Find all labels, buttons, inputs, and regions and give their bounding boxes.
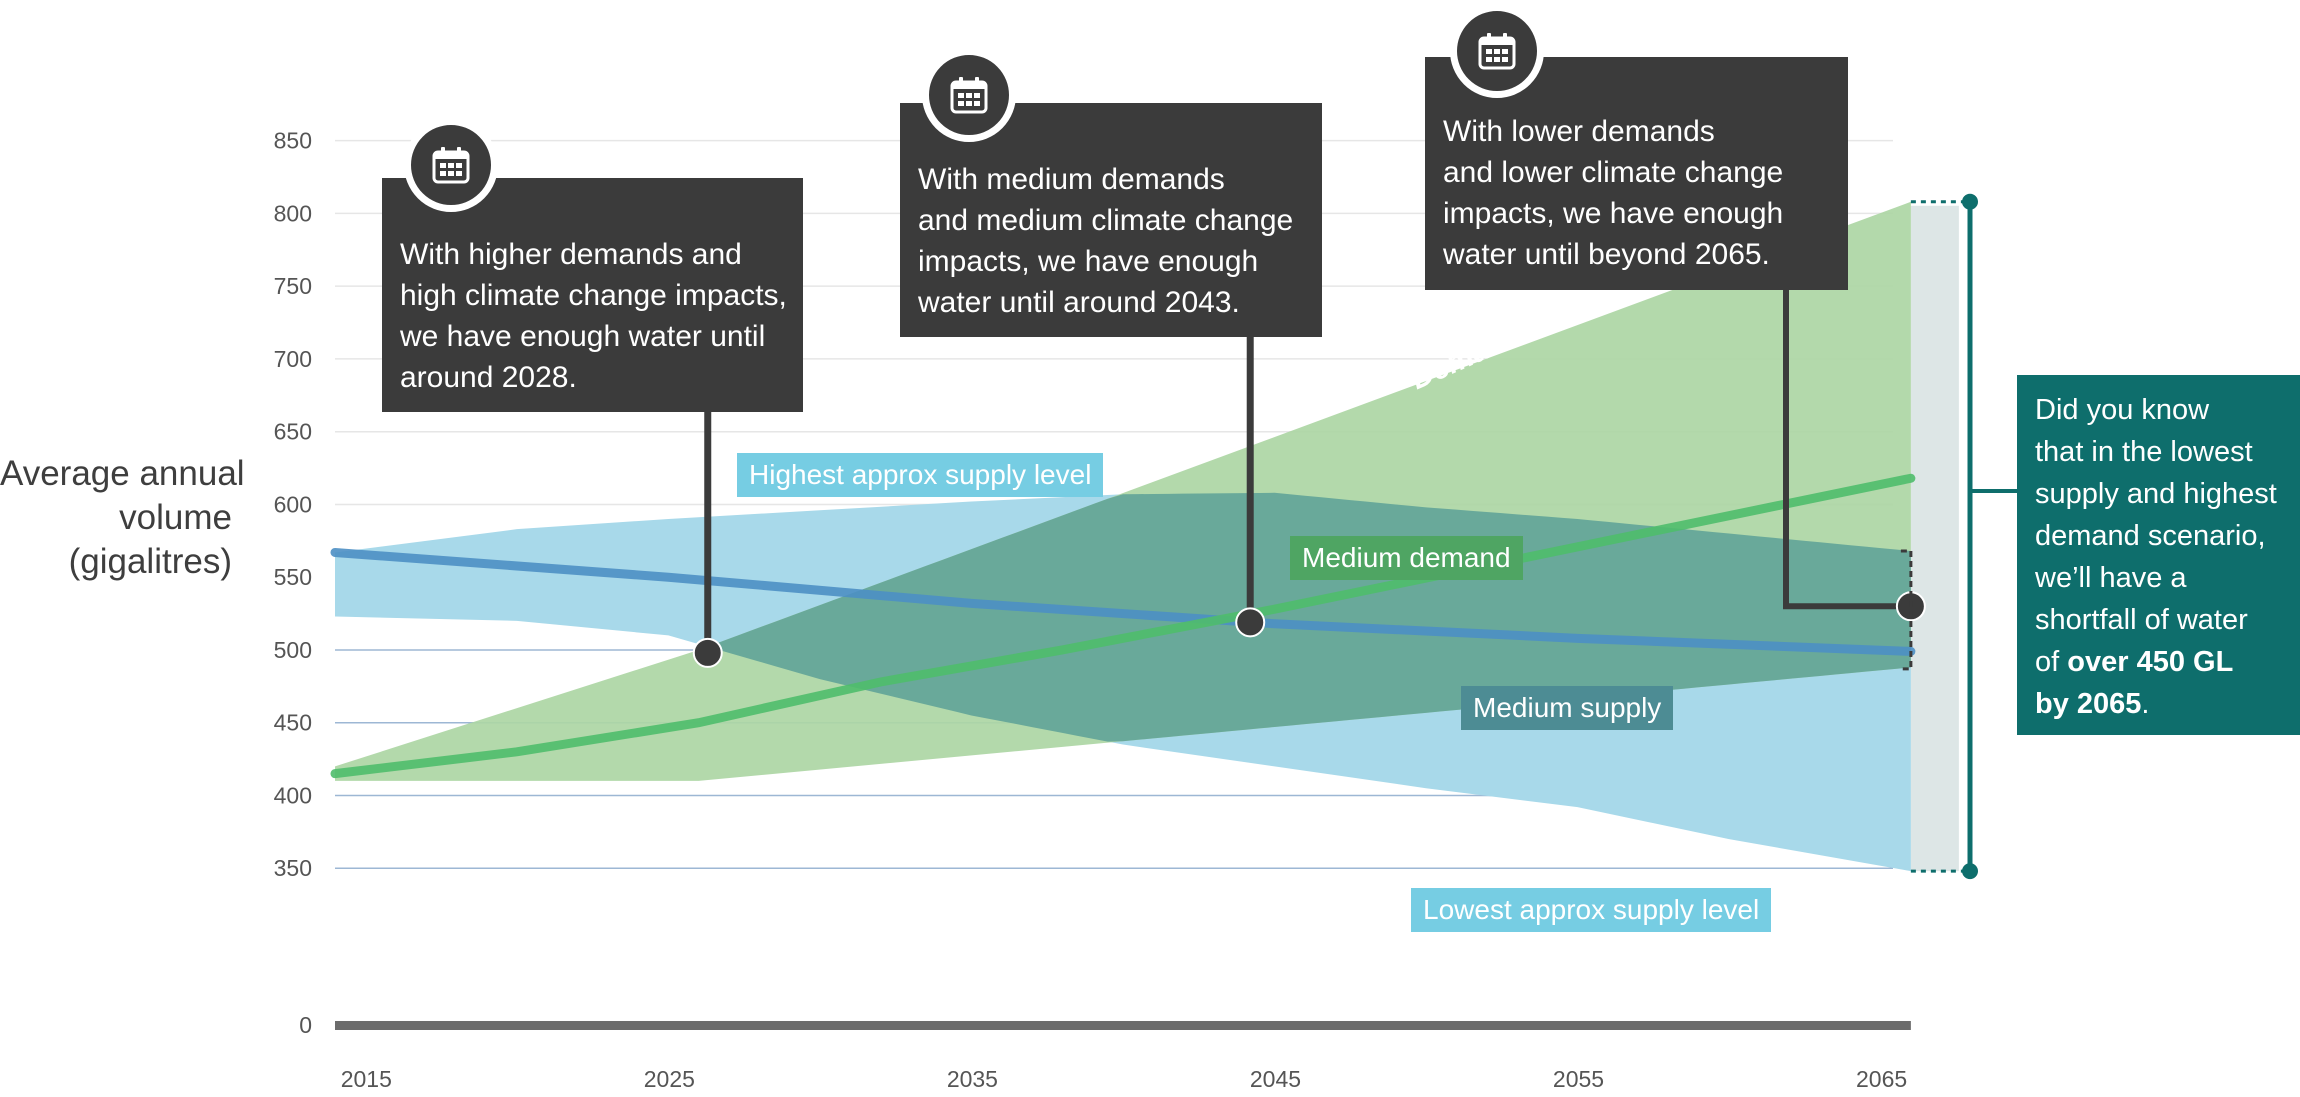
y-tick-label: 750 [274, 273, 312, 299]
callout-line: With higher demands and [400, 238, 742, 271]
x-axis-bar [335, 1021, 1911, 1030]
did-you-know-line: we’ll have a [2035, 562, 2187, 594]
y-tick-label: 350 [274, 855, 312, 881]
y-tick-label: 850 [274, 128, 312, 154]
y-tick-label: 400 [274, 782, 312, 808]
medium-supply-label: Medium supply [1461, 686, 1674, 730]
shortfall-range-endpoint [1962, 863, 1978, 880]
did-you-know-line: demand scenario, [2035, 520, 2266, 552]
did-you-know-text: of [2035, 646, 2068, 678]
y-tick-label: 0 [299, 1012, 312, 1038]
y-axis-title-line: (gigalitres) [68, 542, 232, 581]
medium-demand-label: Medium demand [1290, 536, 1523, 580]
did-you-know-highlight: by 2065 [2035, 688, 2142, 720]
uncertainty-strip [1910, 205, 1959, 872]
did-you-know-highlight: over 450 GL [2067, 646, 2234, 678]
series-line [330, 473, 1916, 779]
callout-line: impacts, we have enough [1443, 197, 1784, 230]
callout-line: With lower demands [1443, 115, 1715, 148]
callout-line: we have enough water until [400, 320, 766, 353]
y-tick-label: 700 [274, 346, 312, 372]
callout-2043: With medium demands and medium climate c… [900, 103, 1322, 337]
callout-line: and lower climate change [1443, 156, 1784, 189]
did-you-know-line: Did you know [2035, 394, 2210, 426]
end-range-bracket [1900, 549, 1913, 671]
y-axis-title-line: Average annual [0, 454, 245, 493]
callout-line: water until around 2043. [918, 286, 1240, 319]
calendar-icon [404, 118, 498, 212]
callout-line: around 2028. [400, 361, 577, 394]
calendar-icon [922, 48, 1016, 142]
y-tick-label: 800 [274, 200, 312, 226]
highest-supply-label: Highest approx supply level [737, 453, 1104, 497]
did-you-know-line: shortfall of water [2035, 604, 2248, 636]
y-tick-label: 550 [274, 564, 312, 590]
y-tick-label: 650 [274, 419, 312, 445]
callout-connector [1783, 288, 1911, 610]
x-tick-label: 2045 [1250, 1066, 1301, 1092]
callout-line: water until beyond 2065. [1443, 238, 1770, 271]
did-you-know-line: of over 450 GL [2035, 641, 2282, 683]
did-you-know-line: supply and highest [2035, 478, 2277, 510]
callout-line: high climate change impacts, [400, 279, 787, 312]
lowest-supply-label: Lowest approx supply level [1411, 888, 1772, 932]
callout-point [692, 637, 723, 668]
callout-connectors [692, 193, 2017, 880]
callout-line: and medium climate change [918, 204, 1294, 237]
x-tick-label: 2015 [341, 1066, 392, 1092]
callout-2028: With higher demands and high climate cha… [382, 178, 803, 412]
did-you-know-line: that in the lowest [2035, 436, 2253, 468]
x-tick-label: 2055 [1553, 1066, 1604, 1092]
did-you-know-text: . [2141, 688, 2150, 720]
callout-line: impacts, we have enough [918, 245, 1259, 278]
x-tick-label: 2035 [947, 1066, 998, 1092]
y-axis-title: Average annual volume (gigalitres) [0, 452, 245, 584]
callout-point [1235, 607, 1266, 638]
y-axis-title-line: volume [119, 498, 232, 537]
series-lines [330, 473, 1916, 779]
series-line [330, 547, 1916, 656]
callout-line: With medium demands [918, 163, 1225, 196]
y-tick-label: 500 [274, 637, 312, 663]
y-tick-label: 600 [274, 491, 312, 517]
calendar-icon [1450, 4, 1544, 98]
y-tick-label: 450 [274, 710, 312, 736]
shortfall-range-endpoint [1962, 193, 1978, 210]
x-tick-label: 2065 [1856, 1066, 1907, 1092]
x-tick-label: 2025 [644, 1066, 695, 1092]
did-you-know-box: Did you know that in the lowest supply a… [2017, 375, 2300, 735]
axes: 0 350 400 450 500 550 600 650 700 750 800 850 2015 20… [274, 128, 1911, 1092]
did-you-know-line: by 2065. [2035, 683, 2282, 725]
